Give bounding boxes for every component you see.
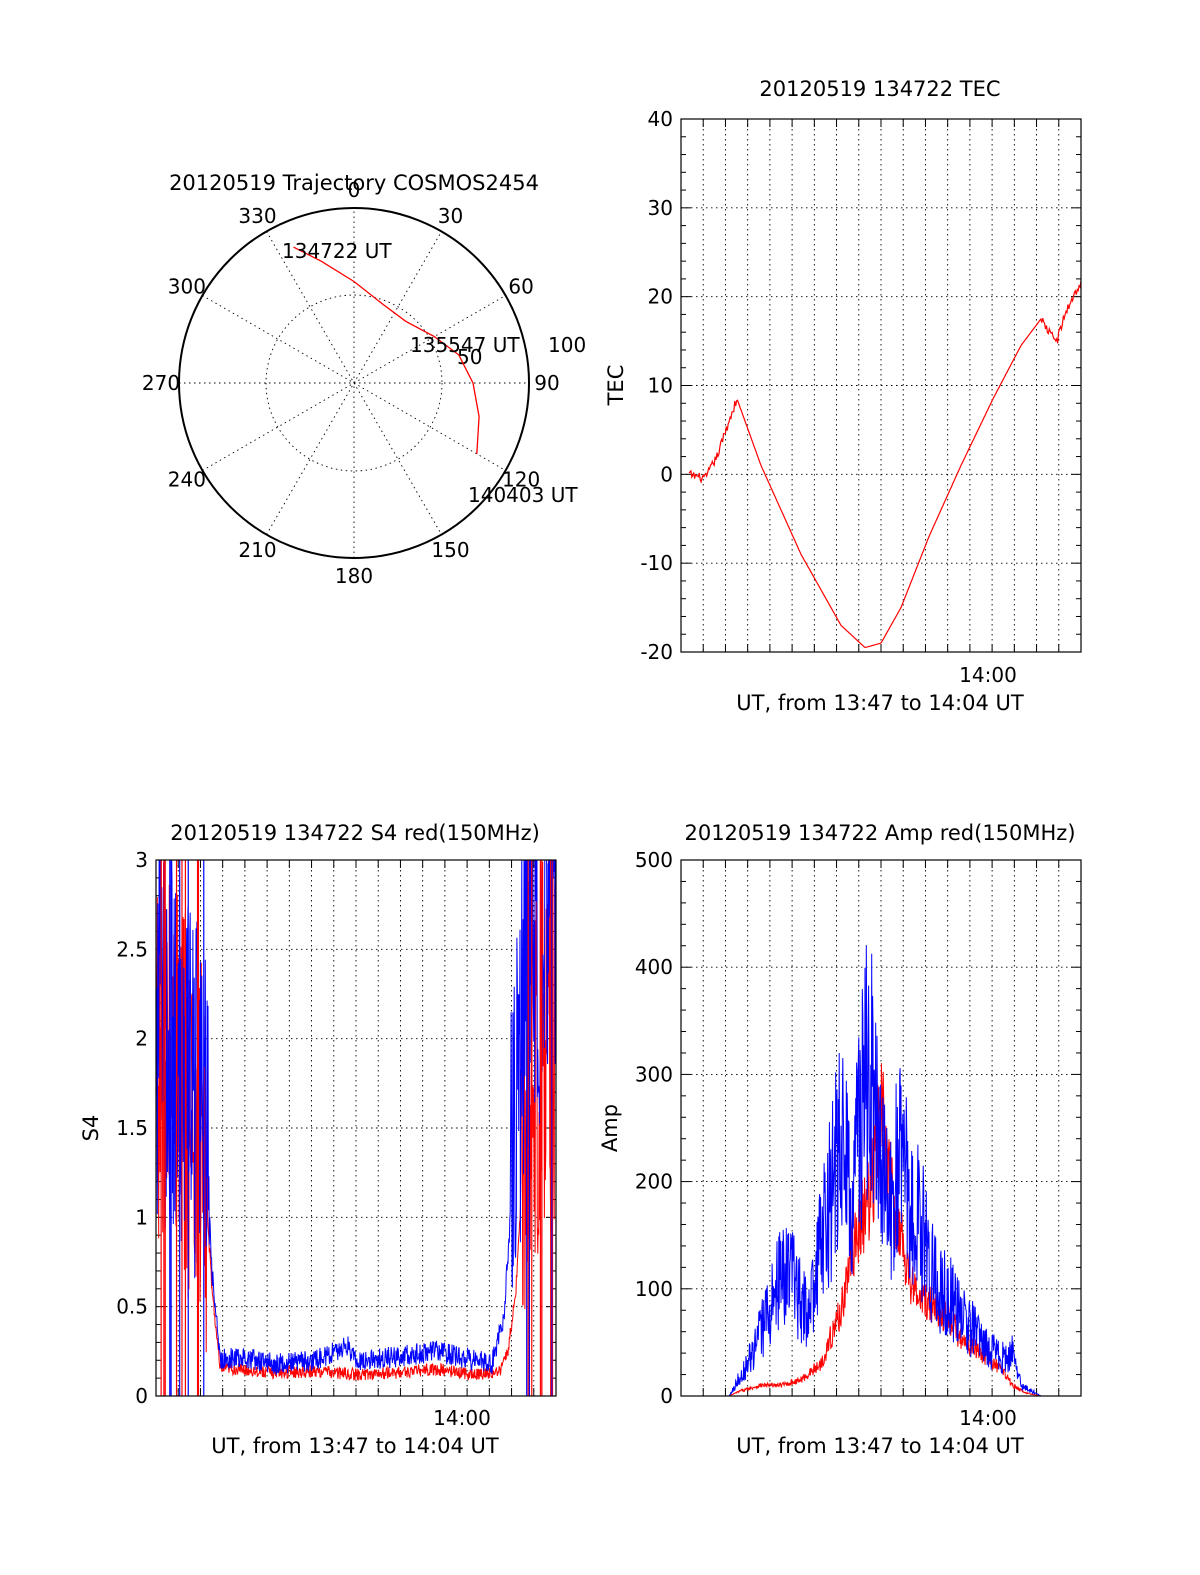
polar-azimuth-label: 180 (335, 564, 373, 588)
trajectory-end-label: 140403 UT (468, 483, 578, 507)
polar-azimuth-label: 300 (168, 275, 206, 299)
polar-azimuth-label: 60 (508, 275, 533, 299)
amp-series (681, 945, 1081, 1396)
y-tick-label: -10 (640, 551, 673, 575)
y-tick-label: 0 (660, 1384, 673, 1408)
y-tick-label: 0 (135, 1384, 148, 1408)
trajectory-line (293, 246, 480, 454)
polar-azimuth-label: 0 (348, 178, 361, 202)
y-tick-label: 300 (635, 1062, 673, 1086)
polar-azimuth-label: 90 (534, 371, 559, 395)
tec-frame (680, 118, 1082, 653)
tec-panel: 20120519 134722 TEC 40 30 20 10 0 -10 -20 14:0… (604, 77, 1082, 715)
tec-y-axis-label: TEC (604, 365, 628, 407)
s4-y-ticks: 3 2.5 2 1.5 1 0.5 0 (116, 848, 148, 1408)
s4-frame (155, 859, 557, 1397)
amp-x-tick-label: 14:00 (959, 1406, 1017, 1430)
y-tick-label: 20 (648, 285, 673, 309)
polar-inner-ring (265, 294, 443, 472)
tec-x-axis-label: UT, from 13:47 to 14:04 UT (736, 691, 1024, 715)
polar-azimuth-label: 30 (438, 204, 463, 228)
tec-x-tick-label: 14:00 (959, 663, 1017, 687)
tec-y-ticks: 40 30 20 10 0 -10 -20 (640, 107, 673, 664)
y-tick-label: 2 (135, 1027, 148, 1051)
s4-y-axis-label: S4 (79, 1115, 103, 1142)
y-tick-label: 10 (648, 374, 673, 398)
s4-series-1-line (156, 860, 556, 1376)
s4-x-tick-label: 14:00 (433, 1406, 491, 1430)
y-tick-label: 3 (135, 848, 148, 872)
y-tick-label: 100 (635, 1277, 673, 1301)
tec-series-0-line (688, 280, 1081, 649)
y-tick-label: 400 (635, 955, 673, 979)
polar-azimuth-labels: 0 30 60 90 120 150 180 210 240 270 300 330 (142, 178, 560, 588)
s4-grid (156, 860, 556, 1396)
y-tick-label: -20 (640, 640, 673, 664)
trajectory-title: 20120519 Trajectory COSMOS2454 (169, 171, 539, 195)
amp-y-axis-label: Amp (598, 1104, 622, 1152)
polar-spokes (179, 208, 529, 558)
polar-azimuth-label: 210 (238, 538, 276, 562)
amp-title: 20120519 134722 Amp red(150MHz) (684, 821, 1075, 845)
polar-azimuth-label: 150 (431, 538, 469, 562)
polar-azimuth-label: 330 (238, 204, 276, 228)
amp-y-ticks: 500 400 300 200 100 0 (635, 848, 673, 1408)
y-tick-label: 0 (660, 462, 673, 486)
y-tick-label: 1 (135, 1205, 148, 1229)
y-tick-label: 30 (648, 196, 673, 220)
amp-series-1-line (681, 945, 1081, 1396)
polar-radius-label-50: 50 (457, 345, 482, 369)
y-tick-label: 500 (635, 848, 673, 872)
amp-panel: 20120519 134722 Amp red(150MHz) 500 400 30… (598, 821, 1082, 1458)
s4-x-axis-label: UT, from 13:47 to 14:04 UT (211, 1434, 499, 1458)
trajectory-mid-label: 135547 UT (410, 333, 520, 357)
polar-azimuth-label: 120 (502, 468, 540, 492)
trajectory-polar-plot: 20120519 Trajectory COSMOS2454 0 30 60 90 12… (142, 171, 586, 588)
y-tick-label: 1.5 (116, 1116, 148, 1140)
y-tick-label: 2.5 (116, 937, 148, 961)
amp-frame (680, 859, 1082, 1397)
amp-minor-ticks (681, 859, 1081, 1397)
s4-title: 20120519 134722 S4 red(150MHz) (170, 821, 540, 845)
y-tick-label: 40 (648, 107, 673, 131)
trajectory-start-label: 134722 UT (282, 239, 392, 263)
polar-azimuth-label: 270 (142, 371, 180, 395)
s4-panel: 20120519 134722 S4 red(150MHz) 3 2.5 2 1.5 1… (79, 821, 557, 1458)
tec-series (688, 280, 1081, 649)
polar-radius-label-100: 100 (548, 333, 586, 357)
tec-title: 20120519 134722 TEC (759, 77, 1000, 101)
y-tick-label: 0.5 (116, 1295, 148, 1319)
polar-spoke-150 (266, 231, 442, 535)
tec-grid (681, 119, 1081, 652)
y-tick-label: 200 (635, 1170, 673, 1194)
s4-series (156, 860, 556, 1396)
amp-x-axis-label: UT, from 13:47 to 14:04 UT (736, 1434, 1024, 1458)
polar-azimuth-label: 240 (168, 468, 206, 492)
